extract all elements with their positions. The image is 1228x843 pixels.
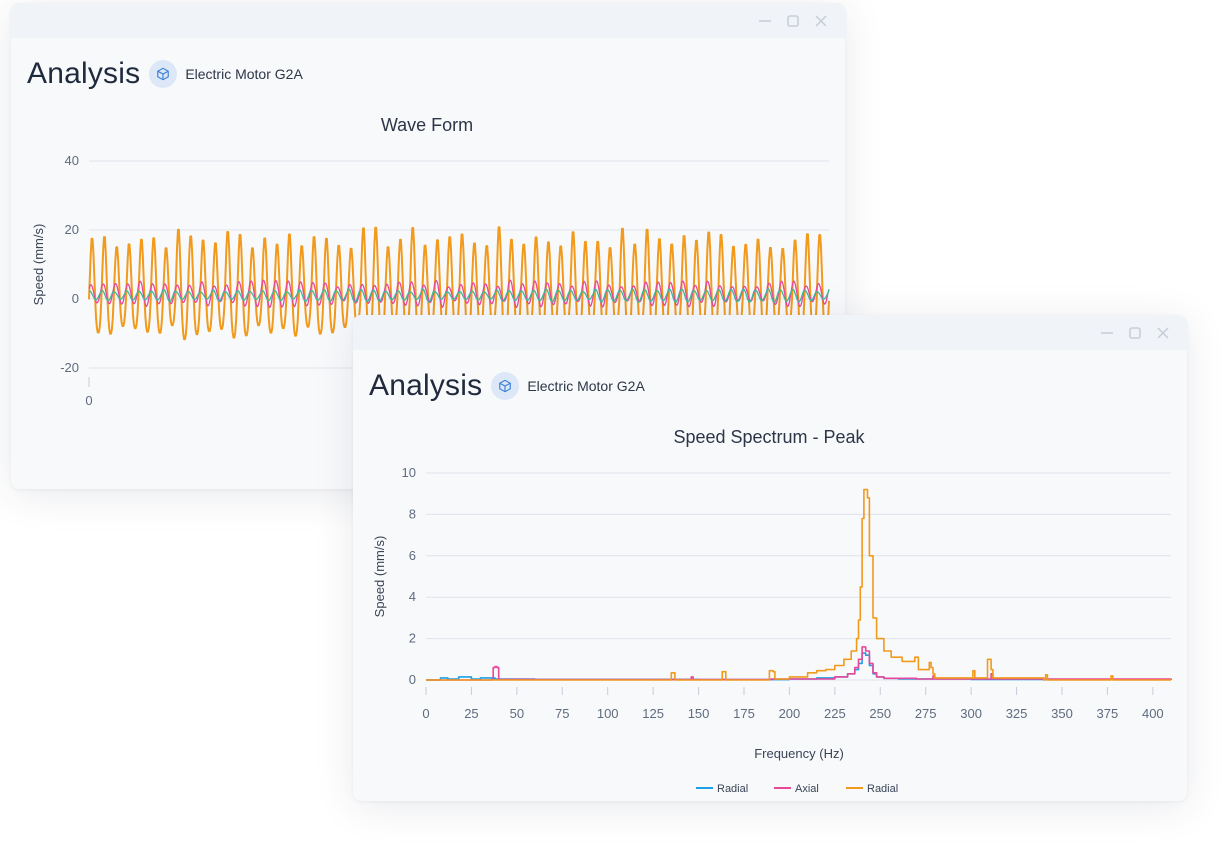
close-icon[interactable] <box>811 11 831 31</box>
y-tick-label: 0 <box>72 291 79 306</box>
window-titlebar[interactable] <box>353 315 1187 350</box>
cube-icon <box>149 60 178 88</box>
spectrum-series-line <box>426 652 1172 681</box>
asset-name: Electric Motor G2A <box>185 66 303 82</box>
cube-icon <box>491 372 520 400</box>
x-axis-label: Frequency (Hz) <box>754 746 844 761</box>
spectrum-chart: Speed Spectrum - Peak Speed (mm/s) Frequen… <box>372 427 1172 795</box>
y-tick-label: 0 <box>409 672 416 687</box>
x-tick-label: 325 <box>1006 706 1028 721</box>
page-title: Analysis <box>27 57 141 90</box>
spectrum-window: Analysis Electric Motor G2A Speed Spectr… <box>353 315 1187 801</box>
chart-title: Wave Form <box>381 115 473 135</box>
x-tick-label: 275 <box>915 706 937 721</box>
x-tick-label: 175 <box>733 706 755 721</box>
y-tick-label: 2 <box>409 631 416 646</box>
x-tick-label: 100 <box>597 706 619 721</box>
x-tick-label: 50 <box>510 706 524 721</box>
legend-label: Axial <box>795 783 819 795</box>
minimize-icon[interactable] <box>755 11 775 31</box>
y-tick-label: 10 <box>402 465 416 480</box>
x-tick-label: 125 <box>642 706 664 721</box>
x-tick-label: 350 <box>1051 706 1073 721</box>
waveform-series-line <box>88 288 830 304</box>
y-axis-label: Speed (mm/s) <box>31 224 46 306</box>
minimize-icon[interactable] <box>1097 323 1117 343</box>
close-icon[interactable] <box>1153 323 1173 343</box>
maximize-icon[interactable] <box>783 11 803 31</box>
y-tick-label: 40 <box>65 153 79 168</box>
spectrum-series-line <box>426 646 1172 681</box>
y-tick-label: 6 <box>409 548 416 563</box>
x-tick-label: 375 <box>1097 706 1119 721</box>
y-axis-label: Speed (mm/s) <box>372 536 387 618</box>
y-tick-label: -20 <box>60 360 79 375</box>
legend-label: Radial <box>867 783 898 795</box>
x-tick-label: 25 <box>464 706 478 721</box>
x-tick-label: 0 <box>422 706 429 721</box>
window-titlebar[interactable] <box>11 3 845 38</box>
legend-label: Radial <box>717 783 748 795</box>
waveform-series-line <box>88 226 830 343</box>
x-tick-label: 75 <box>555 706 569 721</box>
y-tick-label: 8 <box>409 506 416 521</box>
y-tick-label: 4 <box>409 589 416 604</box>
x-tick-label: 300 <box>960 706 982 721</box>
x-tick-label: 150 <box>688 706 710 721</box>
x-tick-label: 0 <box>85 393 92 408</box>
page-title: Analysis <box>369 369 483 402</box>
waveform-series-line <box>88 279 830 309</box>
y-tick-label: 20 <box>65 222 79 237</box>
page-header: Analysis Electric Motor G2A <box>369 369 645 403</box>
x-tick-label: 250 <box>869 706 891 721</box>
maximize-icon[interactable] <box>1125 323 1145 343</box>
asset-name: Electric Motor G2A <box>527 378 645 394</box>
x-tick-label: 200 <box>779 706 801 721</box>
x-tick-label: 400 <box>1142 706 1164 721</box>
spectrum-series-line <box>426 488 1171 681</box>
page-header: Analysis Electric Motor G2A <box>27 57 303 91</box>
chart-title: Speed Spectrum - Peak <box>673 427 865 447</box>
x-tick-label: 225 <box>824 706 846 721</box>
